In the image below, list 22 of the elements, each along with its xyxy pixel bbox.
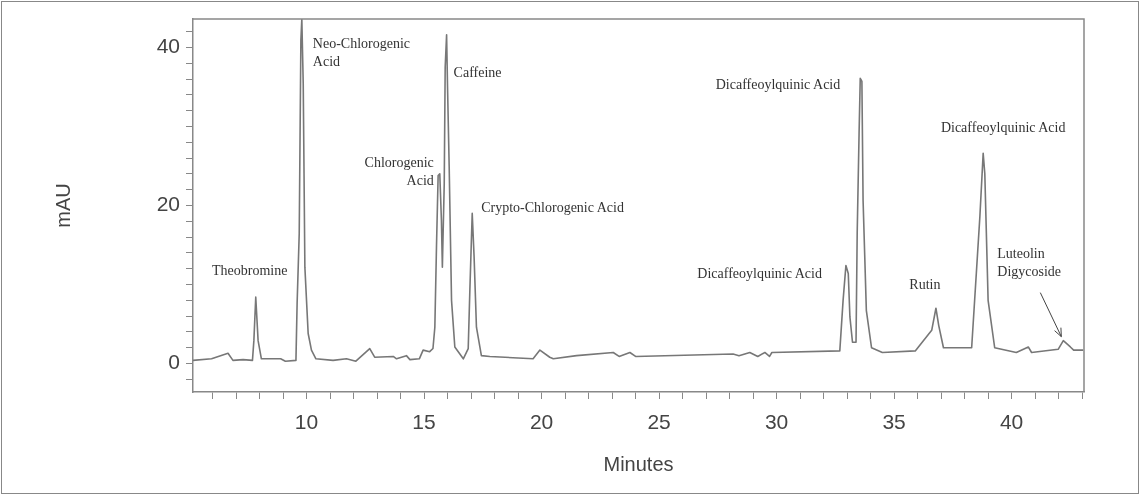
x-tick-label: 20: [529, 410, 554, 434]
annotation: Chlorogenic Acid: [364, 154, 434, 188]
annotation: Dicaffeoylquinic Acid: [940, 120, 1066, 136]
annotation: Caffeine: [453, 64, 502, 80]
x-tick-label: 30: [764, 410, 789, 434]
x-axis-title: Minutes: [603, 452, 674, 475]
annotation: Dicaffeoylquinic Acid: [697, 265, 822, 281]
annotation: Rutin: [909, 277, 941, 293]
x-tick-label: 25: [647, 410, 671, 434]
x-tick-label: 35: [882, 410, 906, 434]
y-axis-title: mAU: [51, 183, 74, 228]
annotation: Crypto-Chlorogenic Acid: [481, 200, 624, 216]
y-tick-label: 40: [156, 34, 180, 58]
y-tick-label: 0: [168, 350, 180, 374]
annotation: Neo-Chlorogenic Acid: [312, 36, 411, 69]
annotation: Theobromine: [212, 263, 288, 279]
x-tick-label: 10: [294, 410, 319, 434]
x-tick-label: 15: [412, 410, 436, 434]
annotation: Dicaffeoylquinic Acid: [715, 77, 841, 93]
x-tick-label: 40: [999, 410, 1024, 434]
y-tick-label: 20: [156, 192, 180, 216]
annotation: Luteolin Digycoside: [997, 245, 1062, 279]
